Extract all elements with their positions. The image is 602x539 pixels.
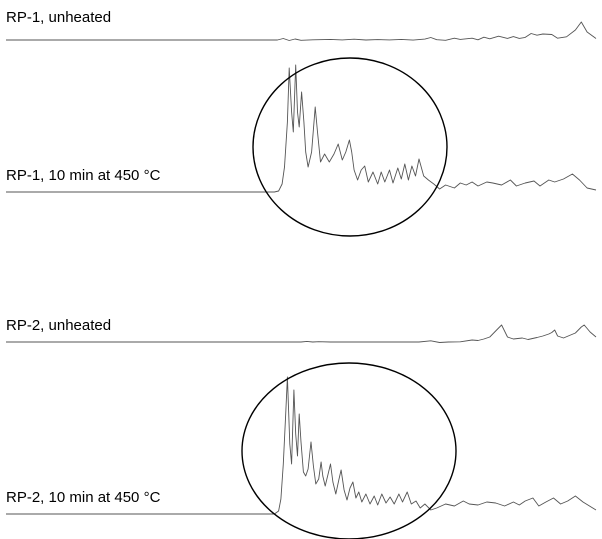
trace-rp2-heated (6, 376, 597, 515)
trace-rp2-unheated (6, 324, 597, 343)
highlight-ellipse-rp1-heated (252, 57, 448, 237)
trace-layer (6, 21, 597, 515)
trace-label-rp2-heated: RP-2, 10 min at 450 °C (6, 489, 161, 506)
trace-label-rp1-heated: RP-1, 10 min at 450 °C (6, 167, 161, 184)
trace-rp1-heated (6, 64, 597, 193)
highlight-ellipse-rp2-heated (241, 362, 457, 539)
trace-label-rp2-unheated: RP-2, unheated (6, 317, 111, 334)
trace-label-rp1-unheated: RP-1, unheated (6, 9, 111, 26)
trace-rp1-unheated (6, 21, 597, 41)
